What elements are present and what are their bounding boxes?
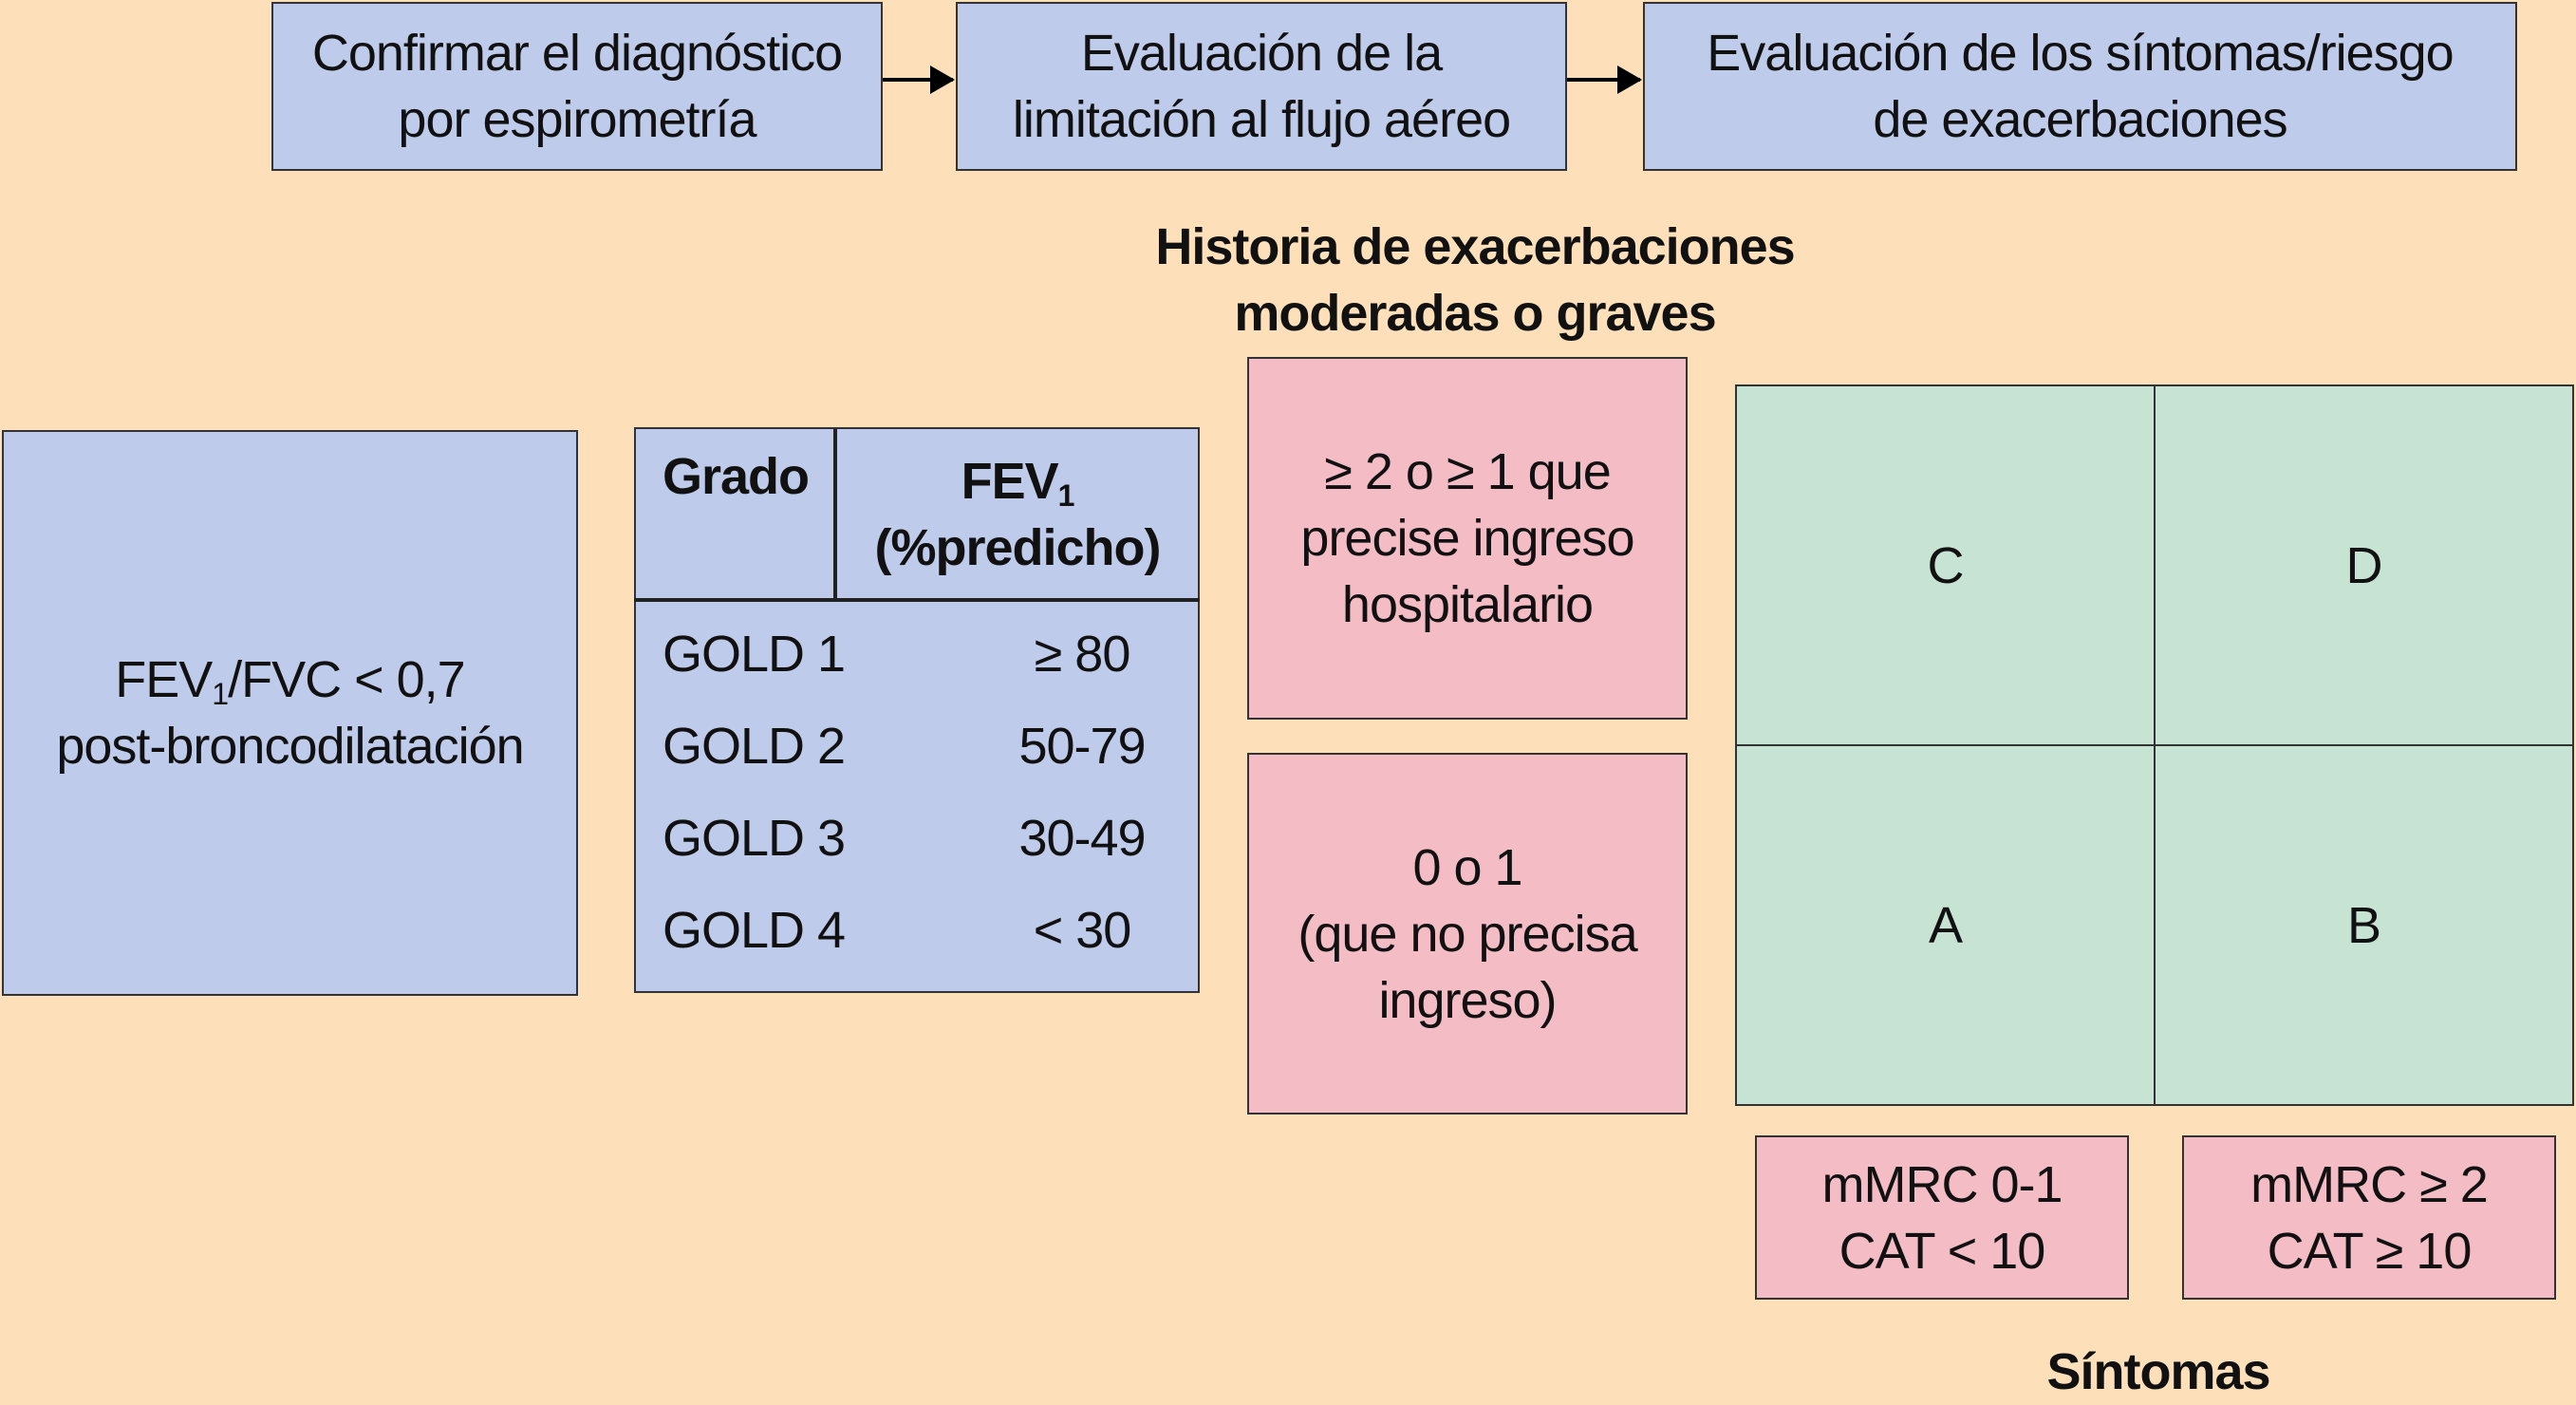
group-label: C: [1927, 536, 1965, 594]
table-row-fev: < 30: [1033, 902, 1132, 959]
box-text: mMRC 0-1: [1821, 1155, 2063, 1213]
header-fev-unit: (%predicho): [874, 519, 1161, 576]
exacerbations-high: ≥ 2 o ≥ 1 que precise ingreso hospitalario: [1247, 357, 1688, 720]
step-text: de exacerbaciones: [1873, 91, 2287, 148]
spirometry-criterion: FEV1/FVC < 0,7 post-broncodilatación: [2, 430, 578, 996]
ratio-threshold: /FVC < 0,7: [228, 651, 466, 708]
spirometry-note: post-broncodilatación: [56, 718, 524, 775]
group-c: C: [1735, 384, 2156, 746]
step-airflow-limitation: Evaluación de la limitación al flujo aére…: [956, 2, 1567, 171]
step-text: por espirometría: [398, 91, 756, 148]
table-row-fev: 50-79: [1018, 718, 1146, 775]
gold-table: [634, 427, 1200, 993]
step-text: Confirmar el diagnóstico: [311, 25, 843, 82]
box-text: 0 o 1: [1412, 838, 1522, 896]
fev-label: FEV: [115, 651, 213, 708]
subscript: 1: [1057, 478, 1075, 513]
group-d: D: [2154, 384, 2574, 746]
group-label: A: [1928, 896, 1963, 954]
box-text: hospitalario: [1341, 576, 1594, 633]
table-row-fev: 30-49: [1018, 810, 1146, 867]
group-b: B: [2154, 744, 2574, 1106]
group-label: D: [2345, 536, 2383, 594]
fev-label: FEV: [961, 453, 1059, 510]
box-text: precise ingreso: [1300, 510, 1634, 567]
box-text: CAT < 10: [1839, 1222, 2046, 1280]
spirometry-ratio: FEV1/FVC < 0,7: [56, 646, 523, 713]
step-confirm-diagnosis: Confirmar el diagnóstico por espirometría: [271, 2, 883, 171]
title-line: Historia de exacerbaciones: [1155, 218, 1795, 275]
table-row-fev: ≥ 80: [1034, 626, 1131, 683]
symptoms-label: Síntomas: [2046, 1343, 2270, 1400]
table-row-grade: GOLD 4: [663, 902, 846, 959]
exacerbations-low: 0 o 1 (que no precisa ingreso): [1247, 753, 1688, 1115]
title-line: moderadas o graves: [1234, 285, 1716, 342]
step-text: limitación al flujo aéreo: [1012, 91, 1511, 148]
box-text: mMRC ≥ 2: [2250, 1155, 2489, 1213]
group-label: B: [2346, 896, 2381, 954]
header-grade: Grado: [663, 448, 810, 505]
table-column-divider: [833, 429, 837, 600]
subscript: 1: [212, 677, 229, 711]
table-row-grade: GOLD 1: [663, 626, 846, 683]
arrow-right-icon: [883, 66, 955, 94]
box-text: (que no precisa: [1297, 905, 1637, 963]
step-text: Evaluación de los síntomas/riesgo: [1707, 25, 2454, 82]
symptoms-low: mMRC 0-1 CAT < 10: [1755, 1135, 2129, 1300]
step-text: Evaluación de la: [1080, 25, 1443, 82]
arrow-right-icon: [1567, 66, 1642, 94]
symptoms-high: mMRC ≥ 2 CAT ≥ 10: [2182, 1135, 2556, 1300]
exacerbations-title: Historia de exacerbaciones moderadas o gr…: [1095, 214, 1855, 347]
box-text: CAT ≥ 10: [2267, 1222, 2473, 1280]
header-fev: FEV1 (%predicho): [837, 448, 1198, 581]
table-row-grade: GOLD 3: [663, 810, 846, 867]
table-row-grade: GOLD 2: [663, 718, 846, 775]
box-text: ≥ 2 o ≥ 1 que: [1324, 443, 1611, 500]
box-text: ingreso): [1378, 971, 1557, 1029]
table-header-divider: [634, 598, 1200, 602]
step-symptoms-risk: Evaluación de los síntomas/riesgo de exac…: [1643, 2, 2517, 171]
group-a: A: [1735, 744, 2156, 1106]
